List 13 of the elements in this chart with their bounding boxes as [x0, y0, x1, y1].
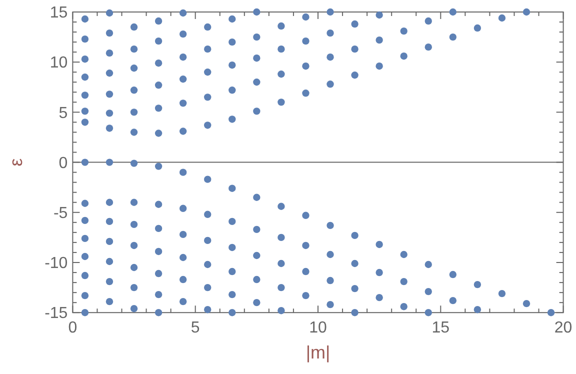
y-tick-label: 15: [50, 4, 68, 22]
y-tick-label: 5: [58, 104, 68, 122]
x-tick-label: 20: [554, 320, 572, 337]
x-axis-title: |m|: [306, 342, 330, 363]
y-tick-label: 0: [58, 154, 68, 172]
y-axis-title: ε: [6, 158, 26, 166]
y-tick-label: -15: [44, 305, 68, 322]
x-tick-label: 5: [190, 320, 200, 337]
x-tick-label: 10: [309, 320, 327, 337]
y-tick-label: -5: [53, 205, 68, 222]
y-tick-label: 10: [50, 54, 68, 72]
y-tick-label: -10: [44, 255, 68, 272]
x-tick-label: 15: [432, 320, 450, 337]
